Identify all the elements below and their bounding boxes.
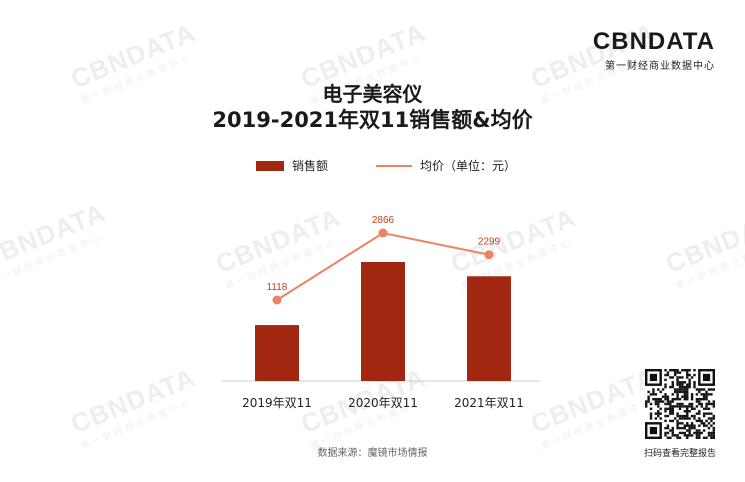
price-label-3: 2299	[478, 237, 501, 248]
price-label-2: 2866	[372, 215, 395, 226]
x-tick-label-1: 2019年双11	[242, 396, 312, 410]
chart-legend: 销售额 均价（单位：元）	[256, 157, 516, 174]
logo-wordmark: CBNDATA	[592, 28, 715, 55]
chart-subtitle: 2019-2021年双11销售额&均价	[212, 108, 533, 132]
legend-bar-swatch	[256, 160, 284, 171]
legend-line-swatch	[376, 164, 413, 167]
qr-caption: 扫码查看完整报告	[643, 449, 716, 459]
x-tick-label-2: 2020年双11	[348, 396, 418, 410]
legend-bar-label: 销售额	[292, 159, 329, 173]
bar-3	[467, 276, 511, 381]
data-source: 数据来源：魔镜市场情报	[317, 448, 428, 459]
bar-2	[361, 262, 405, 381]
x-tick-label-3: 2021年双11	[454, 396, 524, 410]
bar-1	[255, 325, 299, 381]
qr-code-icon[interactable]	[645, 369, 715, 439]
price-point-2	[378, 228, 388, 238]
price-point-3	[484, 250, 494, 260]
price-label-1: 1118	[267, 282, 288, 293]
price-point-1	[272, 295, 282, 305]
logo-tagline: 第一财经商业数据中心	[605, 61, 715, 72]
chart-title: 电子美容仪	[322, 82, 423, 106]
legend-line-label: 均价（单位：元）	[420, 159, 517, 173]
brand-logo: CBNDATA 第一财经商业数据中心	[592, 28, 715, 73]
